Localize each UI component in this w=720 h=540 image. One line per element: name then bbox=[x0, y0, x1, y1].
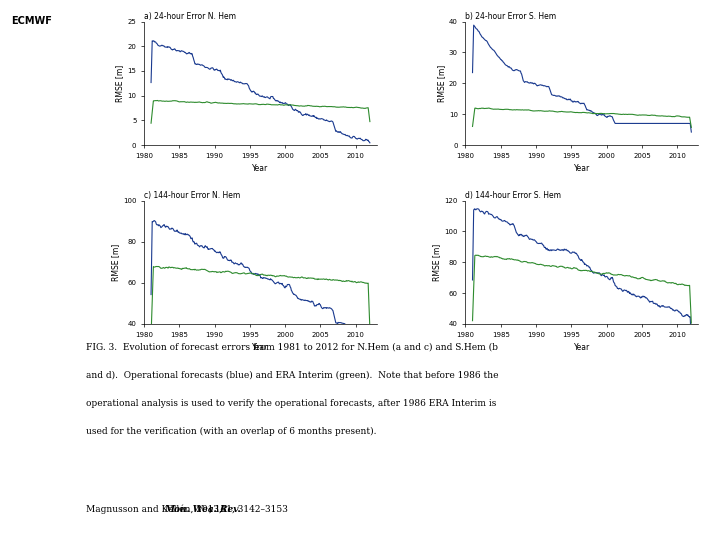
Y-axis label: RMSE [m]: RMSE [m] bbox=[433, 244, 441, 281]
Text: and d).  Operational forecasts (blue) and ERA Interim (green).  Note that before: and d). Operational forecasts (blue) and… bbox=[86, 371, 499, 380]
Text: operational analysis is used to verify the operational forecasts, after 1986 ERA: operational analysis is used to verify t… bbox=[86, 399, 497, 408]
X-axis label: Year: Year bbox=[252, 343, 269, 352]
X-axis label: Year: Year bbox=[574, 343, 590, 352]
X-axis label: Year: Year bbox=[252, 164, 269, 173]
Text: b) 24-hour Error S. Hem: b) 24-hour Error S. Hem bbox=[465, 12, 557, 21]
Text: Mon. Wea. Rev.: Mon. Wea. Rev. bbox=[164, 505, 241, 514]
Y-axis label: RMSE [m]: RMSE [m] bbox=[437, 65, 446, 102]
Text: , 141, 3142–3153: , 141, 3142–3153 bbox=[209, 505, 288, 514]
Text: d) 144-hour Error S. Hem: d) 144-hour Error S. Hem bbox=[465, 191, 562, 200]
Text: FIG. 3.  Evolution of forecast errors from 1981 to 2012 for N.Hem (a and c) and : FIG. 3. Evolution of forecast errors fro… bbox=[86, 343, 498, 352]
Y-axis label: RMSE [m]: RMSE [m] bbox=[116, 65, 125, 102]
X-axis label: Year: Year bbox=[574, 164, 590, 173]
Y-axis label: RMSE [m]: RMSE [m] bbox=[111, 244, 120, 281]
Text: ECMWF: ECMWF bbox=[11, 16, 52, 26]
Text: Magnusson and Källén, 2013,: Magnusson and Källén, 2013, bbox=[86, 505, 225, 515]
Text: c) 144-hour Error N. Hem: c) 144-hour Error N. Hem bbox=[144, 191, 240, 200]
Text: a) 24-hour Error N. Hem: a) 24-hour Error N. Hem bbox=[144, 12, 236, 21]
Text: used for the verification (with an overlap of 6 months present).: used for the verification (with an overl… bbox=[86, 427, 377, 436]
